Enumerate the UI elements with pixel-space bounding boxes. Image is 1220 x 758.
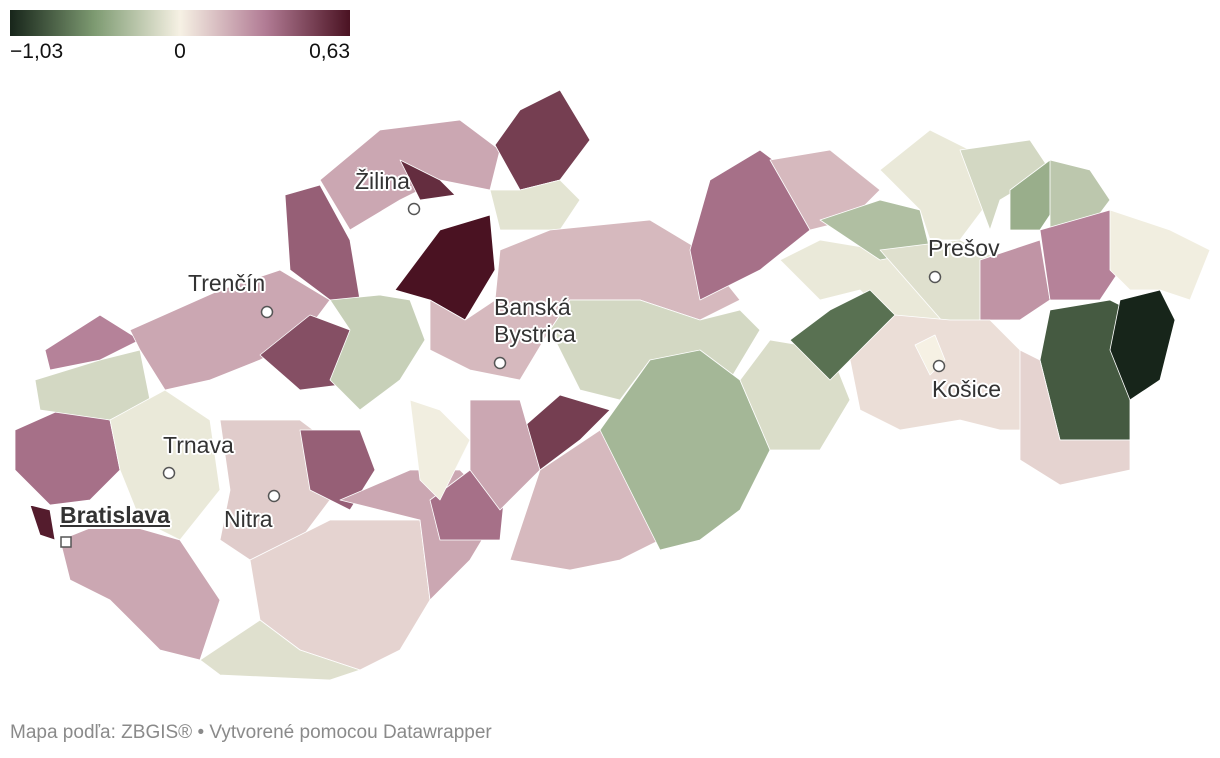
city-label: Prešov [928, 235, 1000, 261]
district [399, 159, 456, 201]
district [199, 619, 361, 681]
footer: Mapa podľa: ZBGIS® • Vytvorené pomocou D… [10, 722, 492, 743]
district [489, 179, 581, 231]
city-label: Bratislava [60, 502, 170, 528]
district [1109, 289, 1176, 401]
city-markers [60, 202, 946, 548]
district [29, 504, 56, 541]
districts [14, 89, 1211, 681]
district [1019, 349, 1131, 486]
district [1109, 209, 1211, 301]
district [409, 399, 471, 501]
city-marker [60, 536, 72, 548]
city-marker [407, 202, 421, 216]
city-marker [260, 305, 274, 319]
legend-tick-label: 0,63 [309, 40, 350, 63]
city-label: Žilina [355, 168, 410, 194]
legend-tick-label: −1,03 [10, 40, 64, 63]
district [469, 399, 541, 511]
city-label: Banská Bystrica [494, 294, 576, 347]
district [549, 299, 761, 401]
city-label: Trnava [163, 432, 234, 458]
legend-tick-label: 0 [174, 40, 186, 63]
district [109, 389, 221, 541]
district [599, 349, 771, 551]
city-marker [928, 270, 942, 284]
district [1039, 209, 1121, 301]
legend-gradient [10, 10, 350, 36]
district [14, 409, 121, 506]
district [979, 239, 1051, 321]
district [59, 519, 221, 661]
district [689, 149, 811, 301]
district [44, 314, 141, 371]
district [329, 294, 426, 411]
city-marker [162, 466, 176, 480]
city-marker [932, 359, 946, 373]
city-marker [267, 489, 281, 503]
district [819, 199, 931, 261]
city-label: Trenčín [188, 270, 266, 296]
district [494, 89, 591, 191]
city-marker [493, 356, 507, 370]
city-label: Košice [932, 376, 1002, 402]
city-label: Nitra [224, 506, 273, 532]
